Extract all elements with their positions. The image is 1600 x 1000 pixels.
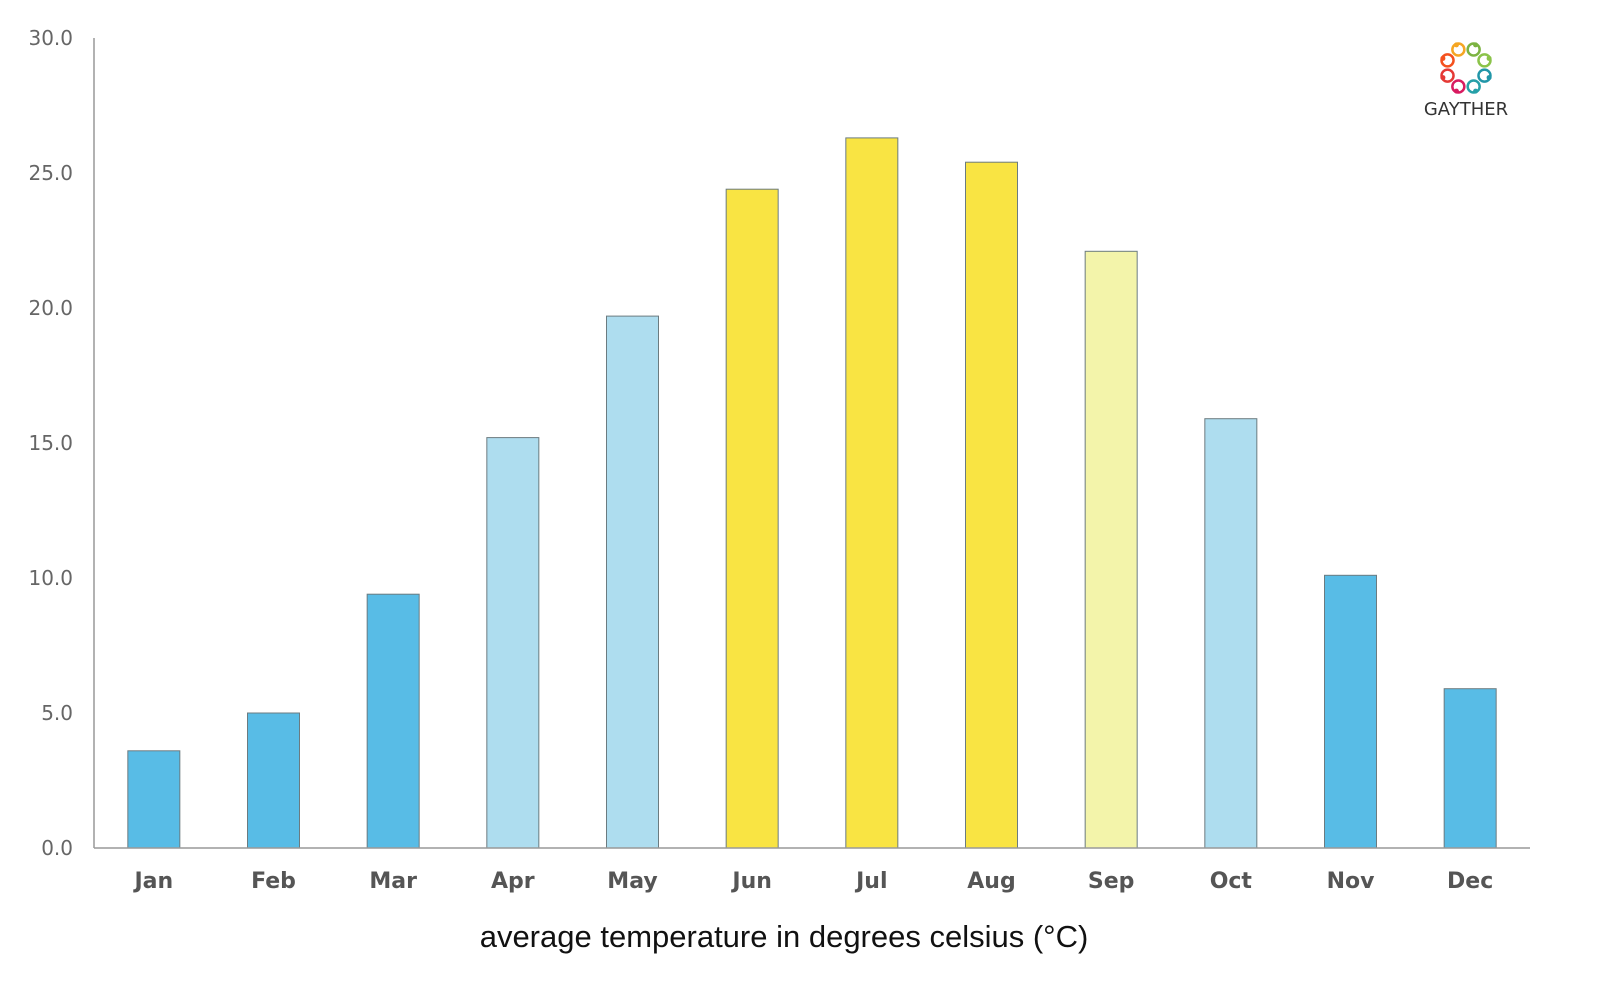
gayther-logo: GAYTHER <box>1424 42 1508 120</box>
x-tick-label: Nov <box>1327 869 1376 894</box>
x-axis-label: average temperature in degrees celsius (… <box>480 919 1089 954</box>
x-tick-label: Sep <box>1088 869 1135 894</box>
x-axis-categories: Jan Feb Mar Apr May Jun Jul Aug Sep Oct Nov Dec <box>132 869 1493 894</box>
y-tick-label: 5.0 <box>41 701 73 725</box>
logo-text: GAYTHER <box>1424 99 1508 120</box>
bar-jul <box>845 137 899 849</box>
bar-apr <box>486 437 540 849</box>
bar-dec <box>1443 688 1497 849</box>
logo-figure-head <box>1473 88 1479 94</box>
y-tick-label: 0.0 <box>41 836 73 860</box>
x-tick-label: May <box>607 869 657 894</box>
x-tick-label: Jul <box>854 869 887 894</box>
y-tick-label: 10.0 <box>28 566 73 590</box>
logo-figure-head <box>1453 42 1459 48</box>
x-tick-label: Dec <box>1447 869 1493 894</box>
bar-jan <box>127 750 181 849</box>
logo-figure-head <box>1453 88 1459 94</box>
logo-figure-head <box>1486 55 1492 61</box>
logo-icon <box>1440 42 1492 94</box>
logo-figure-head <box>1473 42 1479 48</box>
bar-may <box>606 315 659 849</box>
x-tick-label: Jan <box>132 869 173 894</box>
x-tick-label: Mar <box>369 869 417 894</box>
y-tick-label: 25.0 <box>28 161 73 185</box>
x-tick-label: Jun <box>730 869 772 894</box>
y-tick-label: 20.0 <box>28 296 73 320</box>
bar-feb <box>247 712 300 849</box>
bar-sep <box>1084 250 1138 849</box>
bar-mar <box>366 593 420 849</box>
logo-figure-head <box>1440 55 1446 61</box>
x-tick-label: Aug <box>967 869 1015 894</box>
bar-oct <box>1204 418 1258 849</box>
logo-figure-head <box>1440 75 1446 81</box>
x-tick-label: Apr <box>491 869 535 894</box>
y-axis-ticks: 0.0 5.0 10.0 15.0 20.0 25.0 30.0 <box>28 26 73 860</box>
bar-nov <box>1324 574 1377 849</box>
logo-figure-head <box>1486 75 1492 81</box>
bar-aug <box>965 161 1018 849</box>
x-tick-label: Feb <box>251 869 296 894</box>
bar-jun <box>725 188 779 849</box>
y-tick-label: 15.0 <box>28 431 73 455</box>
x-tick-label: Oct <box>1210 869 1253 894</box>
y-tick-label: 30.0 <box>28 26 73 50</box>
bars <box>127 137 1497 849</box>
